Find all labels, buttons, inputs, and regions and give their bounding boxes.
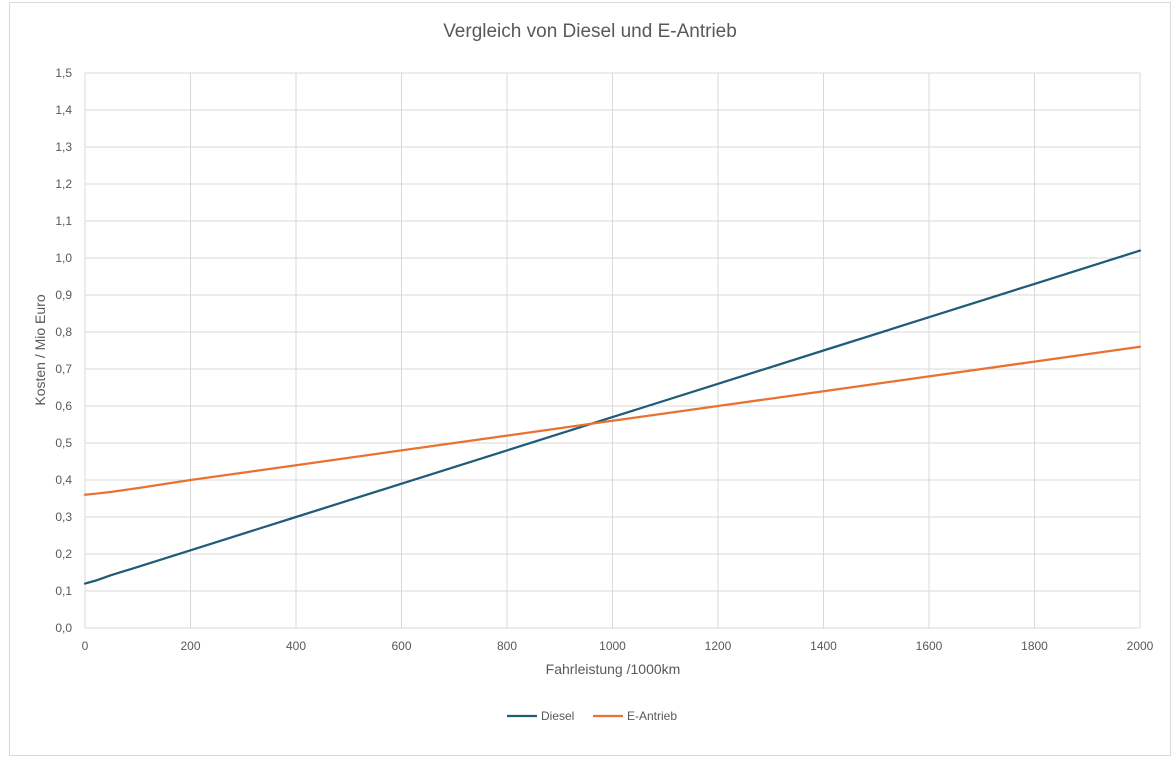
x-tick-label: 1600 xyxy=(916,639,943,653)
y-tick-label: 0,2 xyxy=(55,547,72,561)
tick-labels: 0,0 0,1 0,2 0,3 0,4 0,5 0,6 0,7 0,8 0,9 1,0 1,1 1,2 1… xyxy=(55,66,1153,653)
y-tick-label: 1,4 xyxy=(55,103,72,117)
x-tick-label: 200 xyxy=(180,639,200,653)
y-tick-label: 0,5 xyxy=(55,436,72,450)
legend-label: Diesel xyxy=(541,709,574,723)
series-line-e-antrieb xyxy=(83,345,1142,496)
y-tick-label: 0,7 xyxy=(55,362,72,376)
y-axis-label: Kosten / Mio Euro xyxy=(32,294,48,405)
y-tick-label: 0,1 xyxy=(55,584,72,598)
x-tick-label: 800 xyxy=(497,639,517,653)
x-tick-label: 1000 xyxy=(599,639,626,653)
series-line-diesel xyxy=(83,249,1142,585)
legend-item: E-Antrieb xyxy=(593,709,677,723)
y-tick-label: 0,8 xyxy=(55,325,72,339)
grid xyxy=(84,72,1141,629)
x-tick-label: 600 xyxy=(391,639,411,653)
y-tick-label: 0,4 xyxy=(55,473,72,487)
y-tick-label: 1,3 xyxy=(55,140,72,154)
x-axis-label: Fahrleistung /1000km xyxy=(546,661,681,677)
legend-label: E-Antrieb xyxy=(627,709,677,723)
x-tick-label: 0 xyxy=(82,639,89,653)
y-tick-label: 0,9 xyxy=(55,288,72,302)
y-tick-label: 0,3 xyxy=(55,510,72,524)
y-tick-label: 0,0 xyxy=(55,621,72,635)
x-tick-label: 1200 xyxy=(705,639,732,653)
legend: Diesel E-Antrieb xyxy=(507,709,677,723)
y-tick-label: 1,2 xyxy=(55,177,72,191)
chart-frame xyxy=(9,2,1171,756)
y-tick-label: 1,5 xyxy=(55,66,72,80)
series-lines xyxy=(83,249,1142,585)
y-tick-label: 1,1 xyxy=(55,214,72,228)
x-tick-label: 1400 xyxy=(810,639,837,653)
y-tick-label: 1,0 xyxy=(55,251,72,265)
x-tick-label: 1800 xyxy=(1021,639,1048,653)
x-tick-label: 400 xyxy=(286,639,306,653)
legend-item: Diesel xyxy=(507,709,574,723)
chart-title: Vergleich von Diesel und E-Antrieb xyxy=(443,21,737,42)
y-tick-label: 0,6 xyxy=(55,399,72,413)
x-tick-label: 2000 xyxy=(1127,639,1154,653)
